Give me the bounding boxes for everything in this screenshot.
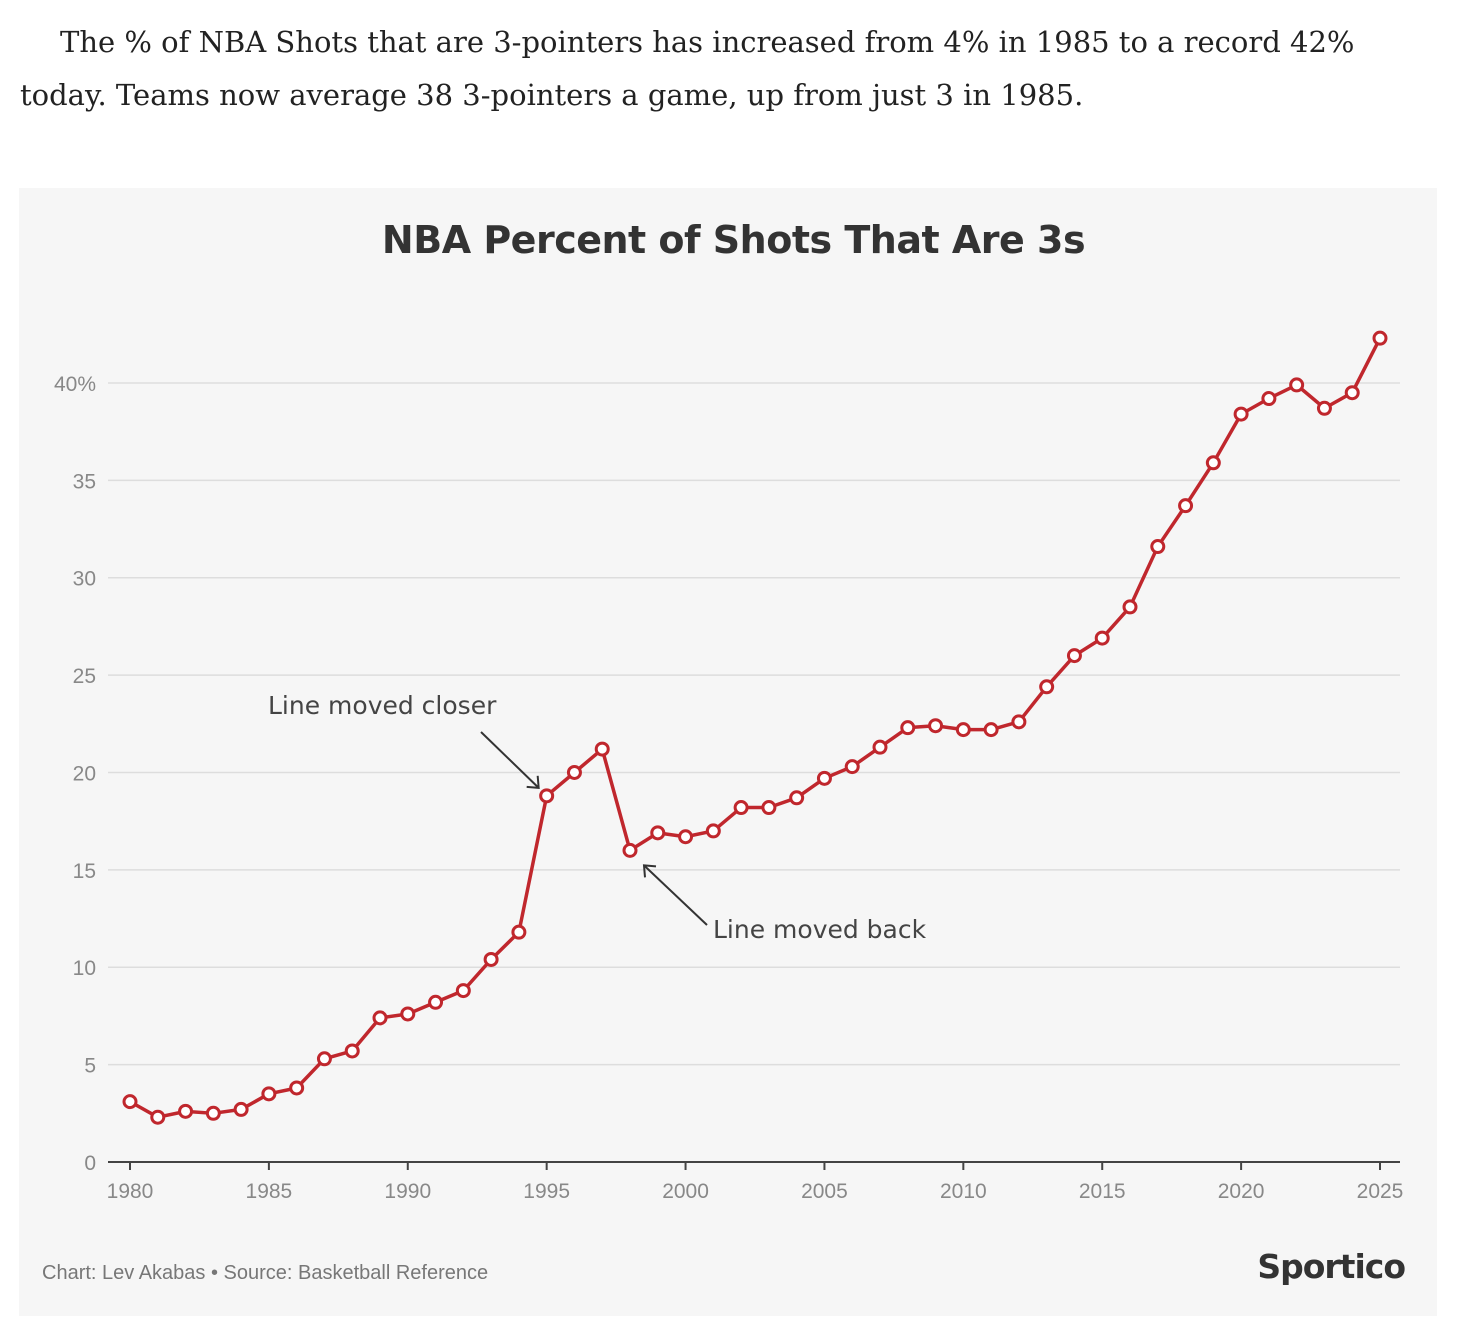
- y-tick-label: 35: [73, 470, 96, 493]
- intro-paragraph: The % of NBA Shots that are 3-pointers h…: [20, 25, 1355, 112]
- data-point-1991: [428, 994, 444, 1010]
- data-point-2012: [1011, 714, 1027, 730]
- data-point-1987: [316, 1051, 332, 1067]
- annotation-line-moved-closer: Line moved closer: [268, 691, 497, 720]
- data-point-2009: [928, 718, 944, 734]
- x-tick-label: 1990: [384, 1180, 431, 1203]
- annotation-line-moved-back: Line moved back: [713, 915, 927, 944]
- chart-credit: Chart: Lev Akabas • Source: Basketball R…: [42, 1262, 489, 1284]
- data-point-1986: [289, 1080, 305, 1096]
- data-point-1982: [178, 1103, 194, 1119]
- arrowhead-back: [642, 864, 657, 878]
- x-tick-label: 2000: [662, 1180, 709, 1203]
- data-point-2021: [1261, 391, 1277, 407]
- data-point-2013: [1039, 679, 1055, 695]
- x-tick-label: 1980: [107, 1180, 154, 1203]
- y-tick-label: 5: [84, 1055, 96, 1078]
- sportico-logo: Sportico: [1257, 1247, 1406, 1286]
- data-point-1984: [233, 1101, 249, 1117]
- data-point-2020: [1233, 406, 1249, 422]
- annotation-arrow-closer: [480, 731, 540, 789]
- data-point-1996: [566, 764, 582, 780]
- x-tick-label: 2010: [940, 1180, 987, 1203]
- x-tick-label: 2020: [1218, 1180, 1265, 1203]
- x-tick-label: 2015: [1079, 1180, 1126, 1203]
- chart-card: [19, 188, 1437, 1316]
- data-point-2010: [955, 722, 971, 738]
- y-tick-label: 0: [84, 1152, 96, 1175]
- x-tick-label: 2005: [801, 1180, 848, 1203]
- data-point-2015: [1094, 630, 1110, 646]
- data-point-2023: [1316, 400, 1332, 416]
- data-point-1985: [261, 1086, 277, 1102]
- chart-title: NBA Percent of Shots That Are 3s: [381, 218, 1086, 262]
- data-point-2004: [789, 790, 805, 806]
- y-tick-label: 15: [73, 860, 96, 883]
- data-point-1981: [150, 1109, 166, 1125]
- data-point-1999: [650, 825, 666, 841]
- data-point-2003: [761, 800, 777, 816]
- data-point-1994: [511, 924, 527, 940]
- data-point-2014: [1066, 648, 1082, 664]
- data-point-2001: [705, 823, 721, 839]
- data-point-2008: [900, 720, 916, 736]
- x-tick-label: 2025: [1357, 1180, 1404, 1203]
- y-tick-label: 25: [73, 665, 96, 688]
- data-point-1990: [400, 1006, 416, 1022]
- data-point-1989: [372, 1010, 388, 1026]
- data-point-1992: [455, 983, 471, 999]
- data-point-1980: [122, 1094, 138, 1110]
- data-point-2002: [733, 800, 749, 816]
- data-point-1998: [622, 842, 638, 858]
- data-point-2011: [983, 722, 999, 738]
- data-point-1995: [539, 788, 555, 804]
- data-point-1988: [344, 1043, 360, 1059]
- data-point-2005: [816, 770, 832, 786]
- data-point-2025: [1372, 330, 1388, 346]
- data-point-2022: [1289, 377, 1305, 393]
- data-point-2024: [1344, 385, 1360, 401]
- annotation-arrow-back: [643, 864, 708, 926]
- data-point-2019: [1205, 455, 1221, 471]
- y-tick-label: 20: [73, 762, 96, 785]
- data-point-1997: [594, 741, 610, 757]
- data-point-2016: [1122, 599, 1138, 615]
- y-tick-label: 30: [73, 568, 96, 591]
- data-point-2000: [678, 829, 694, 845]
- x-tick-label: 1995: [523, 1180, 570, 1203]
- data-point-1993: [483, 951, 499, 967]
- y-tick-label: 10: [73, 957, 96, 980]
- series-line: [129, 337, 1382, 1119]
- arrowhead-closer: [526, 775, 540, 789]
- data-point-2006: [844, 759, 860, 775]
- data-point-2017: [1150, 539, 1166, 555]
- y-tick-label: 40%: [54, 373, 96, 396]
- data-point-2018: [1178, 498, 1194, 514]
- data-point-1983: [205, 1105, 221, 1121]
- data-point-2007: [872, 739, 888, 755]
- x-tick-label: 1985: [246, 1180, 293, 1203]
